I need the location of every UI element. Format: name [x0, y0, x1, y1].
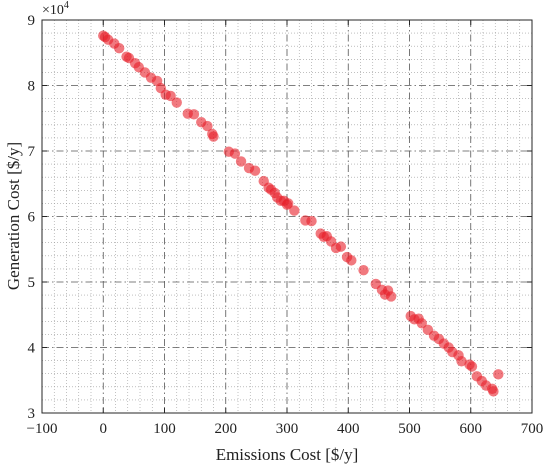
- data-point: [488, 386, 499, 397]
- y-tick-label: 8: [28, 79, 36, 95]
- data-points: [98, 30, 504, 397]
- data-point: [202, 120, 213, 132]
- y-tick-labels: 3 4 5 6 7 8 9: [28, 13, 36, 422]
- x-tick-label: 100: [153, 421, 176, 437]
- axis-ticks: [41, 19, 533, 414]
- x-tick-labels: −100 0 100 200 300 400 500 600 700: [27, 421, 544, 437]
- data-point: [335, 241, 347, 252]
- y-tick-label: 3: [28, 406, 36, 422]
- x-tick-label: 300: [276, 421, 299, 437]
- data-point: [208, 131, 219, 142]
- y-tick-label: 6: [28, 210, 36, 226]
- data-point: [385, 291, 397, 302]
- x-tick-label: 0: [100, 421, 108, 437]
- data-point: [456, 356, 467, 367]
- data-point: [165, 90, 176, 102]
- y-axis-multiplier: ×104: [42, 0, 69, 18]
- y-axis-multiplier-base: ×10: [42, 3, 64, 18]
- x-tick-label: 400: [337, 421, 360, 437]
- x-axis-label: Emissions Cost [$/y]: [216, 445, 359, 464]
- data-point: [171, 97, 182, 108]
- y-axis-label: Generation Cost [$/y]: [4, 142, 23, 290]
- data-point: [283, 198, 294, 209]
- data-point: [493, 369, 504, 380]
- y-tick-label: 4: [28, 341, 36, 357]
- data-point: [235, 156, 247, 167]
- data-point: [306, 215, 317, 227]
- data-point: [113, 42, 125, 54]
- x-tick-label: 600: [460, 421, 483, 437]
- x-tick-label: 700: [521, 421, 544, 437]
- data-point: [188, 109, 200, 120]
- data-point: [229, 148, 241, 159]
- y-tick-label: 9: [28, 13, 36, 29]
- y-axis-multiplier-exponent: 4: [64, 0, 69, 11]
- y-tick-label: 5: [28, 275, 36, 291]
- data-point: [466, 361, 478, 372]
- x-tick-label: 500: [398, 421, 421, 437]
- data-point: [416, 318, 427, 329]
- x-tick-label: 200: [215, 421, 238, 437]
- x-tick-label: −100: [27, 421, 58, 437]
- y-tick-label: 7: [28, 144, 36, 160]
- data-point: [358, 265, 369, 276]
- data-point: [346, 255, 357, 266]
- data-point: [289, 205, 300, 216]
- data-point: [249, 165, 261, 176]
